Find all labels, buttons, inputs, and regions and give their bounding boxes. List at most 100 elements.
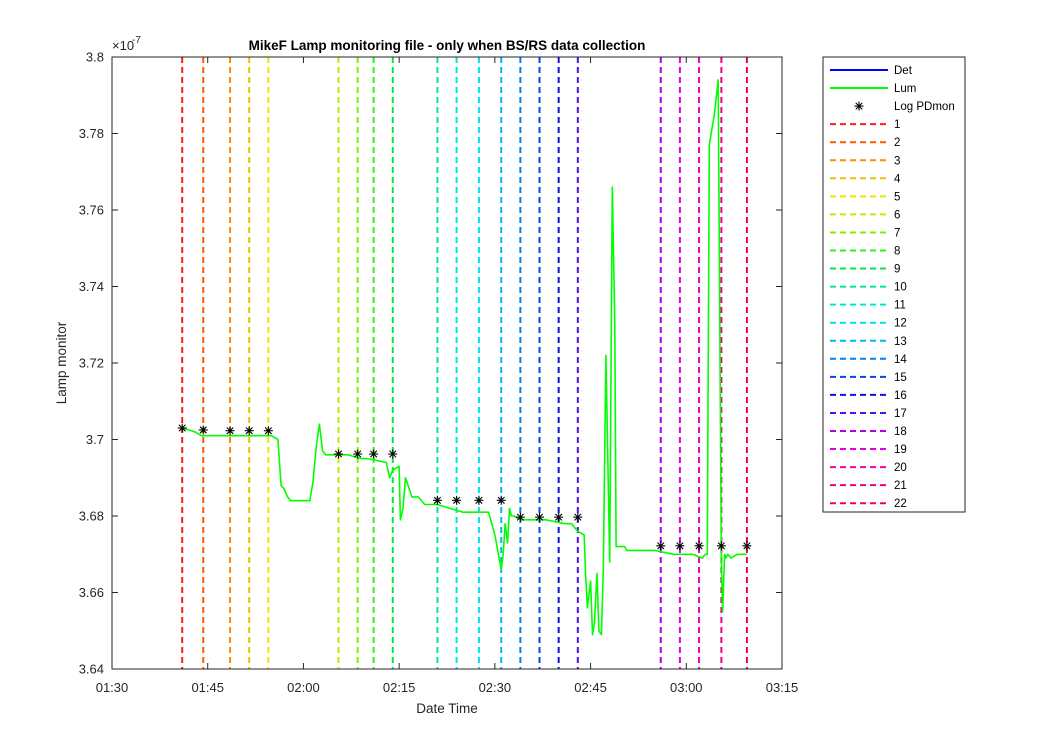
legend-entry-17: 17 bbox=[830, 408, 907, 420]
legend-label: 1 bbox=[894, 119, 900, 131]
chart-title: MikeF Lamp monitoring file - only when B… bbox=[249, 38, 646, 53]
y-tick-label: 3.8 bbox=[86, 50, 104, 65]
legend-label: 8 bbox=[894, 246, 900, 258]
log-pdmon-point bbox=[263, 426, 273, 436]
log-pdmon-point bbox=[515, 512, 525, 522]
legend-label: 3 bbox=[894, 155, 900, 167]
y-axis-ticks: 3.64 3.66 3.68 3.7 3.72 3.74 3.76 3.78 3.8 bbox=[79, 50, 782, 677]
log-pdmon-point bbox=[474, 495, 484, 505]
legend-entry-6: 6 bbox=[830, 209, 900, 221]
y-exponent-label: ×10 -7 bbox=[112, 35, 141, 53]
log-pdmon-point bbox=[742, 541, 752, 551]
legend-label: 5 bbox=[894, 191, 900, 203]
legend-entry-lum: Lum bbox=[830, 83, 916, 95]
y-tick-label: 3.78 bbox=[79, 126, 104, 141]
legend-label: Lum bbox=[894, 83, 916, 95]
legend-label: 16 bbox=[894, 390, 907, 402]
legend-label: 7 bbox=[894, 227, 900, 239]
legend-entry-4: 4 bbox=[830, 173, 901, 185]
legend-entry-14: 14 bbox=[830, 354, 907, 366]
x-tick-label: 03:15 bbox=[766, 680, 799, 695]
y-tick-label: 3.72 bbox=[79, 356, 104, 371]
legend-label: 19 bbox=[894, 444, 907, 456]
legend-entry-12: 12 bbox=[830, 318, 907, 330]
legend-label: 11 bbox=[894, 300, 906, 312]
y-tick-label: 3.74 bbox=[79, 279, 104, 294]
legend-label: 2 bbox=[894, 137, 900, 149]
x-tick-label: 03:00 bbox=[670, 680, 703, 695]
legend-label: 10 bbox=[894, 282, 907, 294]
x-tick-label: 01:30 bbox=[96, 680, 129, 695]
x-axis-label: Date Time bbox=[416, 701, 478, 716]
log-pdmon-point bbox=[225, 426, 235, 436]
x-tick-label: 02:00 bbox=[287, 680, 320, 695]
legend-entry-3: 3 bbox=[830, 155, 900, 167]
legend-entry-2: 2 bbox=[830, 137, 900, 149]
log-pdmon-point bbox=[432, 495, 442, 505]
y-tick-label: 3.64 bbox=[79, 662, 104, 677]
legend-entry-9: 9 bbox=[830, 264, 900, 276]
legend-label: 12 bbox=[894, 318, 907, 330]
legend-label: 6 bbox=[894, 209, 900, 221]
y-tick-label: 3.66 bbox=[79, 585, 104, 600]
legend-entry-20: 20 bbox=[830, 462, 907, 474]
y-exponent-base: ×10 bbox=[112, 38, 134, 53]
legend-label: 22 bbox=[894, 498, 907, 510]
legend-label: 9 bbox=[894, 264, 900, 276]
legend-entry-18: 18 bbox=[830, 426, 907, 438]
log-pdmon-point bbox=[573, 512, 583, 522]
log-pdmon-point bbox=[388, 449, 398, 459]
legend-label: 17 bbox=[894, 408, 907, 420]
y-tick-label: 3.68 bbox=[79, 509, 104, 524]
legend-box bbox=[822, 56, 966, 513]
legend-entry-7: 7 bbox=[830, 227, 900, 239]
legend-label: 13 bbox=[894, 336, 907, 348]
legend-label: 21 bbox=[894, 480, 907, 492]
legend-label: 15 bbox=[894, 372, 907, 384]
x-tick-label: 02:45 bbox=[574, 680, 607, 695]
log-pdmon-point bbox=[177, 423, 187, 433]
legend-label: 4 bbox=[894, 173, 901, 185]
legend-entry-5: 5 bbox=[830, 191, 900, 203]
legend-entry-11: 11 bbox=[830, 300, 906, 312]
legend-label: Det bbox=[894, 65, 913, 77]
log-pdmon-markers bbox=[177, 423, 752, 551]
vertical-markers bbox=[181, 57, 748, 669]
legend-label: 14 bbox=[894, 354, 907, 366]
log-pdmon-point bbox=[452, 495, 462, 505]
log-pdmon-point bbox=[198, 425, 208, 435]
log-pdmon-point bbox=[554, 512, 564, 522]
log-pdmon-point bbox=[334, 449, 344, 459]
x-axis-ticks: 01:30 01:45 02:00 02:15 02:30 02:45 03:00 03:15 bbox=[96, 57, 799, 695]
legend-entry-13: 13 bbox=[830, 336, 907, 348]
legend-entry-19: 19 bbox=[830, 444, 907, 456]
legend-entry-log-pdmon: Log PDmon bbox=[854, 101, 955, 113]
y-tick-label: 3.76 bbox=[79, 203, 104, 218]
y-exponent-power: -7 bbox=[132, 35, 141, 46]
y-axis-label: Lamp monitor bbox=[54, 321, 69, 404]
y-tick-label: 3.7 bbox=[86, 432, 104, 447]
log-pdmon-point bbox=[716, 541, 726, 551]
legend-entry-16: 16 bbox=[830, 390, 907, 402]
log-pdmon-point bbox=[369, 449, 379, 459]
log-pdmon-point bbox=[244, 426, 254, 436]
legend-entry-22: 22 bbox=[830, 498, 907, 510]
x-tick-label: 02:30 bbox=[479, 680, 512, 695]
legend-swatch bbox=[854, 101, 864, 111]
legend-label: 20 bbox=[894, 462, 907, 474]
legend-entry-det: Det bbox=[830, 65, 913, 77]
legend-entry-21: 21 bbox=[830, 480, 907, 492]
log-pdmon-point bbox=[535, 512, 545, 522]
log-pdmon-point bbox=[353, 449, 363, 459]
legend-entry-1: 1 bbox=[830, 119, 900, 131]
legend-entry-8: 8 bbox=[830, 246, 900, 258]
log-pdmon-point bbox=[496, 495, 506, 505]
legend-label: Log PDmon bbox=[894, 101, 955, 113]
x-tick-label: 01:45 bbox=[191, 680, 224, 695]
log-pdmon-point bbox=[656, 541, 666, 551]
x-tick-label: 02:15 bbox=[383, 680, 416, 695]
legend-label: 18 bbox=[894, 426, 907, 438]
log-pdmon-point bbox=[675, 541, 685, 551]
